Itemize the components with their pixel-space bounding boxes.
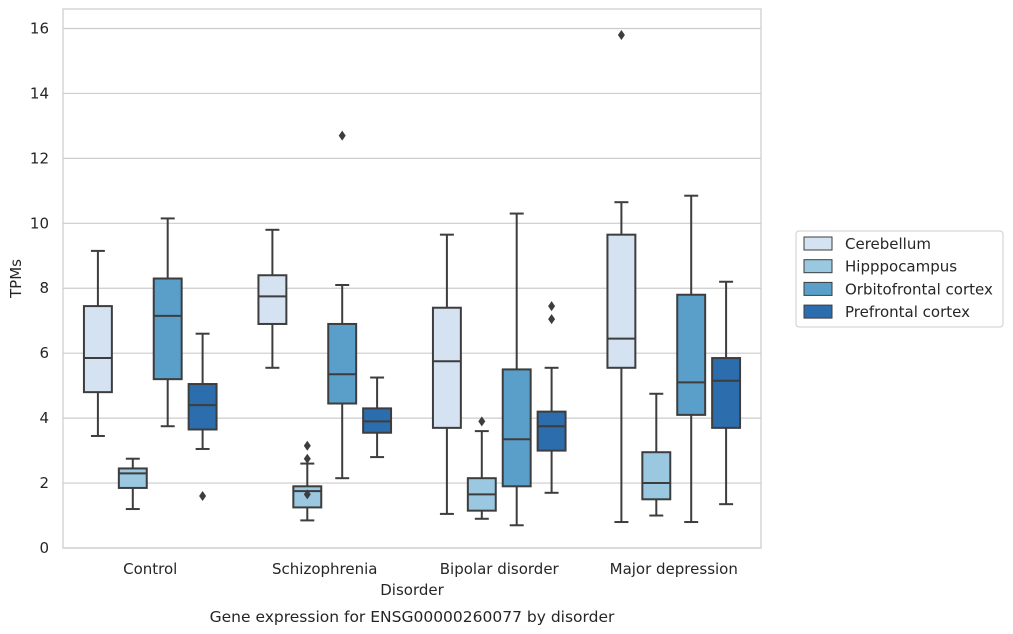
box-body (641, 451, 672, 501)
outlier-point (548, 301, 556, 312)
box-orbitofrontal-cortex (327, 130, 358, 480)
x-tick-label: Bipolar disorder (440, 560, 560, 578)
y-tick-label: 6 (39, 344, 49, 362)
box-hipppocampus (466, 416, 497, 520)
box-body (431, 306, 462, 429)
x-tick-labels: Control Schizophrenia Bipolar disorder Majo… (123, 560, 738, 578)
box-prefrontal-cortex (362, 376, 393, 459)
box-cerebellum (82, 249, 113, 437)
y-tick-label: 0 (39, 539, 49, 557)
x-tick-label: Control (123, 560, 177, 578)
legend-label: Hipppocampus (845, 258, 957, 276)
box-body (117, 467, 148, 489)
box-body (187, 383, 218, 431)
legend-swatch (803, 304, 833, 319)
legend-swatch (803, 281, 833, 296)
plot-frame (62, 8, 762, 549)
legend-swatch (803, 259, 833, 274)
x-axis-title: Disorder (380, 581, 444, 599)
legend-swatch (803, 236, 833, 251)
box-body (606, 233, 637, 369)
outlier-point (303, 489, 311, 500)
legend-label: Orbitofrontal cortex (845, 280, 993, 298)
y-tick-label: 2 (39, 474, 49, 492)
box-body (536, 410, 567, 452)
box-prefrontal-cortex (536, 301, 567, 494)
box-orbitofrontal-cortex (501, 212, 532, 527)
outlier-point (303, 453, 311, 464)
box-body (257, 274, 288, 325)
outlier-point (338, 130, 346, 141)
chart-caption: Gene expression for ENSG00000260077 by d… (210, 608, 615, 626)
box-cerebellum (257, 228, 288, 369)
box-cerebellum (431, 233, 462, 515)
y-axis-title: TPMs (7, 259, 25, 299)
box-body (711, 357, 742, 429)
box-series (82, 29, 742, 527)
y-tick-label: 10 (30, 214, 49, 232)
box-hipppocampus (117, 457, 148, 511)
y-tick-label: 12 (30, 149, 49, 167)
x-tick-label: Schizophrenia (272, 560, 377, 578)
box-body (501, 368, 532, 488)
outlier-point (617, 29, 625, 40)
box-cerebellum (606, 29, 637, 524)
box-orbitofrontal-cortex (152, 217, 183, 428)
legend-label: Prefrontal cortex (845, 303, 970, 321)
box-orbitofrontal-cortex (676, 194, 707, 524)
outlier-point (303, 440, 311, 451)
box-hipppocampus (292, 440, 323, 522)
box-body (82, 305, 113, 394)
x-tick-label: Major depression (610, 560, 738, 578)
outlier-point (548, 314, 556, 325)
box-prefrontal-cortex (711, 280, 742, 506)
outlier-point (478, 416, 486, 427)
box-prefrontal-cortex (187, 332, 218, 502)
legend-frame (795, 230, 1004, 328)
y-tick-label: 8 (39, 279, 49, 297)
y-tick-label: 4 (39, 409, 49, 427)
box-body (152, 277, 183, 381)
legend: Cerebellum Hipppocampus Orbitofrontal cort… (795, 230, 1004, 328)
outlier-point (199, 491, 207, 502)
box-body (327, 322, 358, 405)
y-tick-label: 14 (30, 84, 49, 102)
y-tick-labels: 0 2 4 6 8 10 12 14 16 (30, 19, 49, 557)
legend-label: Cerebellum (845, 235, 931, 253)
box-hipppocampus (641, 392, 672, 517)
y-tick-label: 16 (30, 19, 49, 37)
box-body (676, 293, 707, 416)
